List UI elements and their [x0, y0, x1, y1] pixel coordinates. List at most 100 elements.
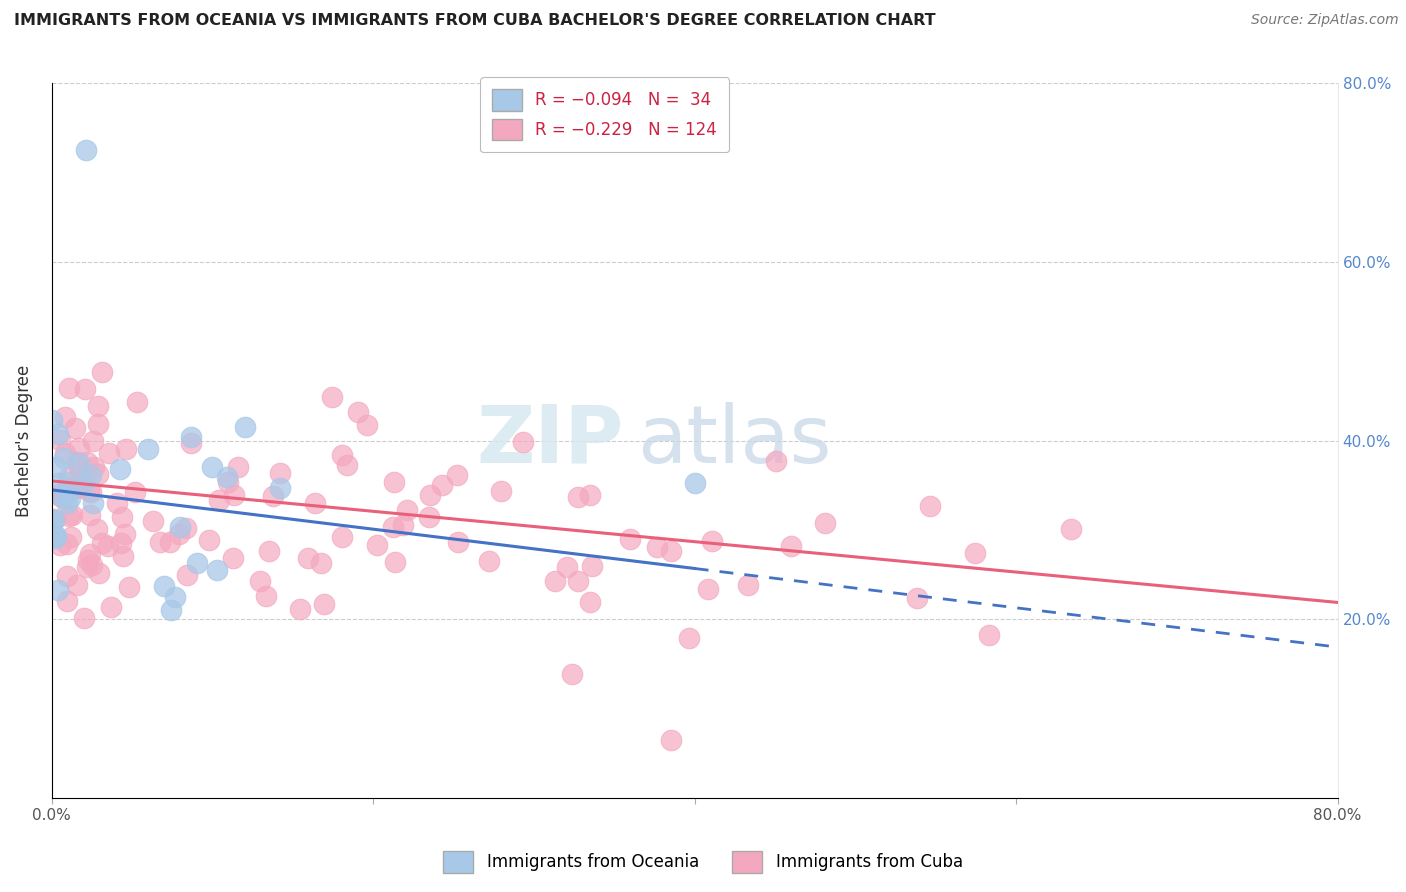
Point: [56, 496, 79, 510]
Point: [198, 533, 221, 548]
Point: [619, 533, 641, 547]
Point: [683, 476, 706, 491]
Point: [55, 537, 77, 551]
Point: [66, 478, 89, 492]
Point: [176, 521, 198, 535]
Point: [737, 577, 759, 591]
Point: [702, 533, 724, 548]
Point: [581, 558, 603, 573]
Point: [136, 442, 159, 457]
Point: [160, 603, 183, 617]
Point: [49, 537, 72, 551]
Point: [53, 410, 76, 425]
Point: [44, 529, 66, 543]
Point: [257, 544, 280, 558]
Point: [59, 491, 82, 505]
Point: [69, 464, 91, 478]
Point: [87, 467, 110, 481]
Point: [114, 527, 136, 541]
Point: [205, 563, 228, 577]
Point: [118, 580, 141, 594]
Point: [110, 510, 132, 524]
Point: [97, 540, 120, 554]
Point: [153, 578, 176, 592]
Point: [1060, 522, 1083, 536]
Point: [567, 490, 589, 504]
Point: [46, 487, 69, 501]
Point: [66, 455, 89, 469]
Point: [491, 483, 513, 498]
Point: [76, 560, 98, 574]
Point: [678, 631, 700, 645]
Point: [309, 556, 332, 570]
Point: [395, 503, 418, 517]
Point: [46, 583, 69, 598]
Point: [330, 530, 353, 544]
Point: [56, 471, 79, 485]
Point: [66, 578, 89, 592]
Point: [224, 488, 246, 502]
Point: [56, 594, 79, 608]
Point: [419, 488, 441, 502]
Point: [366, 538, 388, 552]
Point: [780, 539, 803, 553]
Point: [76, 455, 98, 469]
Point: [765, 454, 787, 468]
Point: [477, 554, 499, 568]
Point: [579, 595, 602, 609]
Point: [56, 475, 79, 490]
Point: [382, 520, 405, 534]
Point: [60, 482, 83, 496]
Point: [186, 556, 208, 570]
Point: [920, 499, 942, 513]
Point: [83, 459, 105, 474]
Point: [69, 480, 91, 494]
Point: [80, 468, 103, 483]
Point: [80, 485, 103, 500]
Point: [356, 417, 378, 432]
Point: [44, 531, 66, 545]
Point: [418, 510, 440, 524]
Point: [48, 476, 70, 491]
Point: [90, 536, 112, 550]
Point: [86, 522, 108, 536]
Point: [262, 489, 284, 503]
Text: Source: ZipAtlas.com: Source: ZipAtlas.com: [1251, 13, 1399, 28]
Point: [41, 513, 63, 527]
Point: [312, 597, 335, 611]
Point: [180, 429, 202, 443]
Point: [45, 528, 67, 542]
Point: [82, 434, 104, 448]
Point: [45, 460, 67, 475]
Point: [49, 433, 72, 447]
Point: [124, 485, 146, 500]
Point: [65, 482, 87, 496]
Point: [63, 420, 86, 434]
Point: [110, 536, 132, 550]
Point: [67, 441, 90, 455]
Point: [814, 516, 837, 531]
Point: [105, 496, 128, 510]
Legend: Immigrants from Oceania, Immigrants from Cuba: Immigrants from Oceania, Immigrants from…: [437, 845, 969, 880]
Point: [112, 549, 135, 564]
Text: IMMIGRANTS FROM OCEANIA VS IMMIGRANTS FROM CUBA BACHELOR'S DEGREE CORRELATION CH: IMMIGRANTS FROM OCEANIA VS IMMIGRANTS FR…: [14, 13, 935, 29]
Point: [52, 491, 75, 505]
Point: [180, 436, 202, 450]
Point: [73, 610, 96, 624]
Point: [233, 420, 256, 434]
Point: [288, 602, 311, 616]
Point: [269, 467, 291, 481]
Text: ZIP: ZIP: [477, 401, 624, 480]
Point: [659, 733, 682, 747]
Point: [544, 574, 567, 588]
Point: [115, 442, 138, 456]
Point: [98, 446, 121, 460]
Point: [44, 512, 66, 526]
Point: [392, 518, 415, 533]
Point: [163, 591, 186, 605]
Y-axis label: Bachelor's Degree: Bachelor's Degree: [15, 365, 32, 516]
Point: [108, 462, 131, 476]
Point: [382, 475, 405, 489]
Point: [579, 488, 602, 502]
Legend: R = −0.094   N =  34, R = −0.229   N = 124: R = −0.094 N = 34, R = −0.229 N = 124: [481, 78, 728, 152]
